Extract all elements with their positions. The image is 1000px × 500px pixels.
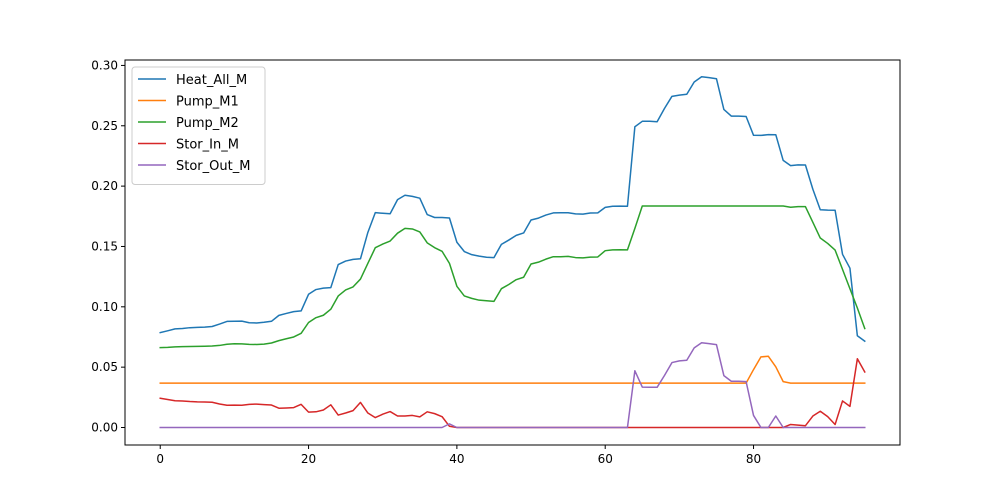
x-axis: 0 20 40 60 80 [156, 445, 761, 466]
series-layer [159, 76, 866, 429]
y-tick-label: 0.20 [91, 179, 118, 193]
plot-frame [124, 59, 901, 446]
x-tick-label: 20 [301, 452, 316, 466]
series-line-stor-out-m [159, 342, 866, 429]
y-tick-label: 0.05 [91, 360, 118, 374]
y-tick-label: 0.00 [91, 421, 118, 435]
y-tick-label: 0.15 [91, 239, 118, 253]
x-tick-label: 40 [449, 452, 464, 466]
y-axis: 0.00 0.05 0.10 0.15 0.20 0.25 0.30 [91, 58, 125, 435]
series-line-pump-m2 [159, 205, 866, 349]
x-tick-label: 0 [156, 452, 164, 466]
series-line-pump-m1 [159, 355, 866, 384]
legend-label: Stor_Out_M [176, 159, 250, 174]
legend-label: Stor_In_M [176, 138, 239, 153]
legend: Heat_All_M Pump_M1 Pump_M2 Stor_In_M Stor_Ou… [131, 66, 266, 185]
legend-label: Heat_All_M [176, 73, 247, 88]
legend-label: Pump_M2 [176, 116, 239, 131]
x-tick-label: 80 [746, 452, 761, 466]
y-tick-label: 0.25 [91, 119, 118, 133]
y-tick-label: 0.10 [91, 300, 118, 314]
legend-label: Pump_M1 [176, 95, 239, 110]
legend-box [131, 66, 266, 185]
x-tick-label: 60 [598, 452, 613, 466]
series-line-heat-all-m [159, 76, 866, 343]
y-tick-label: 0.30 [91, 58, 118, 72]
